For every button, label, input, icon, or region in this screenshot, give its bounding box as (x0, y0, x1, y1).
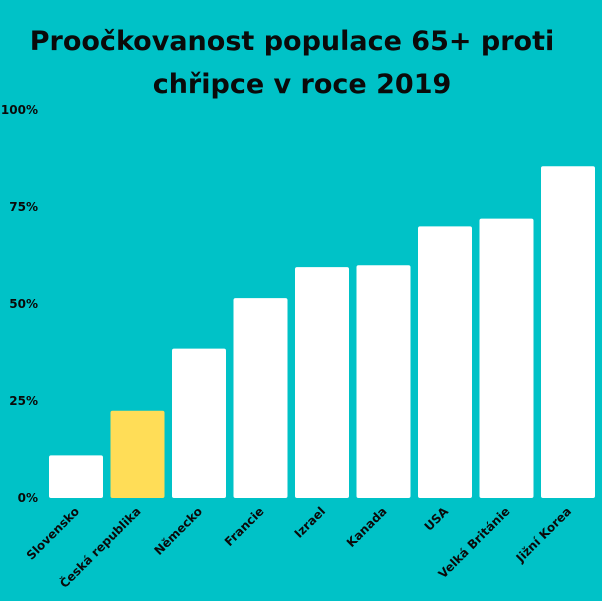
bar (541, 166, 595, 498)
bar (418, 226, 472, 498)
bar (110, 410, 165, 498)
x-tick-label: Jižní Korea (513, 504, 574, 565)
chart-title-line-1: Proočkovanost populace 65+ proti (30, 26, 555, 57)
x-tick-label: Německo (151, 504, 205, 558)
x-tick-label: Francie (222, 504, 267, 549)
x-tick-label: Izrael (292, 504, 329, 541)
bar (233, 298, 288, 498)
bar (49, 455, 103, 498)
y-tick-label: 0% (18, 491, 38, 505)
bars (49, 166, 595, 498)
bar (479, 218, 534, 498)
y-axis-ticks: 0% 25% 50% 75% 100% (1, 103, 38, 505)
bar (172, 348, 226, 498)
x-tick-label: USA (422, 504, 452, 534)
x-tick-label: Slovensko (24, 504, 82, 562)
bar (356, 265, 411, 498)
y-tick-label: 75% (9, 200, 38, 214)
chart-title-line-2: chřipce v roce 2019 (153, 69, 452, 100)
y-tick-label: 100% (1, 103, 38, 117)
y-tick-label: 25% (9, 394, 38, 408)
bar (295, 267, 349, 498)
y-tick-label: 50% (9, 297, 38, 311)
x-tick-label: Kanada (344, 504, 390, 550)
